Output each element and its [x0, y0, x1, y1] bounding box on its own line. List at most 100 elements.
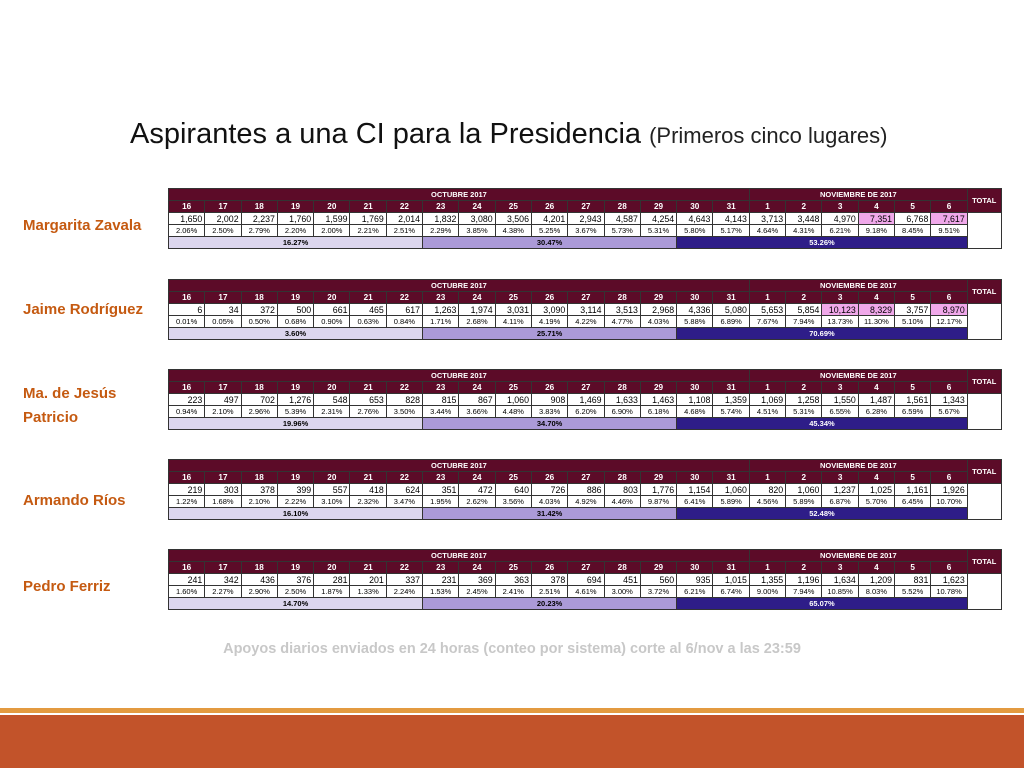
day-header: 16	[167, 291, 206, 304]
daily-pct-cell: 4.64%	[748, 224, 787, 237]
daily-count-cell: 399	[276, 483, 315, 496]
daily-pct-cell: 3.66%	[458, 405, 496, 418]
day-header: 5	[894, 381, 932, 394]
daily-pct-cell: 2.06%	[167, 224, 206, 237]
daily-count-cell: 1,196	[785, 573, 823, 586]
daily-pct-cell: 9.51%	[930, 224, 968, 237]
daily-pct-cell: 2.76%	[349, 405, 387, 418]
candidate-total: 80,087	[966, 212, 1002, 249]
footnote: Apoyos diarios enviados en 24 horas (con…	[223, 641, 801, 657]
day-header: 25	[494, 200, 532, 213]
daily-pct-cell: 3.00%	[603, 585, 641, 598]
daily-count-cell: 4,643	[676, 212, 714, 225]
day-header: 4	[857, 200, 896, 213]
day-header: 20	[313, 291, 351, 304]
day-header: 3	[821, 291, 859, 304]
day-header: 5	[894, 291, 932, 304]
daily-count-cell: 661	[313, 303, 351, 316]
daily-pct-cell: 6.21%	[676, 585, 714, 598]
month-header-october: OCTUBRE 2017	[168, 459, 750, 472]
daily-pct-cell: 3.10%	[313, 495, 351, 508]
day-header: 2	[785, 471, 823, 484]
daily-count-cell: 6,768	[894, 212, 932, 225]
daily-pct-cell: 3.47%	[385, 495, 424, 508]
daily-count-cell: 6	[167, 303, 206, 316]
day-header: 31	[712, 381, 750, 394]
day-header: 30	[676, 381, 714, 394]
daily-pct-cell: 6.74%	[712, 585, 750, 598]
day-header: 31	[712, 561, 750, 574]
day-header: 3	[821, 381, 859, 394]
daily-count-cell: 867	[458, 393, 496, 406]
daily-count-cell: 378	[240, 483, 278, 496]
daily-pct-cell: 2.90%	[240, 585, 278, 598]
daily-count-cell: 1,776	[639, 483, 678, 496]
daily-pct-cell: 2.32%	[349, 495, 387, 508]
daily-pct-cell: 3.67%	[567, 224, 605, 237]
day-header: 18	[240, 471, 278, 484]
day-header: 26	[530, 561, 569, 574]
daily-count-cell: 2,002	[204, 212, 242, 225]
day-header: 5	[894, 200, 932, 213]
daily-pct-cell: 2.27%	[204, 585, 242, 598]
daily-count-cell: 726	[530, 483, 569, 496]
daily-count-cell: 2,968	[639, 303, 678, 316]
daily-pct-cell: 5.17%	[712, 224, 750, 237]
candidate-name: Pedro Ferriz	[23, 578, 111, 595]
daily-count-cell: 4,254	[639, 212, 678, 225]
daily-count-cell: 241	[167, 573, 206, 586]
period-share-oct30-nov6: 45.34%	[676, 417, 968, 430]
daily-count-cell: 1,209	[857, 573, 896, 586]
daily-count-cell: 219	[167, 483, 206, 496]
daily-count-cell: 10,123	[821, 303, 859, 316]
daily-count-cell: 617	[385, 303, 424, 316]
day-header: 19	[276, 291, 315, 304]
month-header-november: NOVIEMBRE DE 2017	[748, 459, 968, 472]
day-header: 21	[349, 291, 387, 304]
daily-count-cell: 1,463	[639, 393, 678, 406]
daily-count-cell: 935	[676, 573, 714, 586]
daily-pct-cell: 12.17%	[930, 315, 968, 328]
day-header: 16	[167, 381, 206, 394]
daily-pct-cell: 4.11%	[494, 315, 532, 328]
day-header: 27	[567, 381, 605, 394]
daily-count-cell: 1,015	[712, 573, 750, 586]
daily-pct-cell: 5.31%	[785, 405, 823, 418]
month-header-october: OCTUBRE 2017	[168, 549, 750, 562]
candidate-table: OCTUBRE 2017 NOVIEMBRE DE 2017 TOTAL 16 17 18…	[167, 459, 1002, 520]
day-header: 26	[530, 291, 569, 304]
daily-pct-cell: 1.95%	[422, 495, 460, 508]
day-header: 26	[530, 200, 569, 213]
month-header-november: NOVIEMBRE DE 2017	[748, 279, 968, 292]
daily-count-cell: 4,143	[712, 212, 750, 225]
daily-count-cell: 436	[240, 573, 278, 586]
daily-count-cell: 1,154	[676, 483, 714, 496]
daily-pct-cell: 4.68%	[676, 405, 714, 418]
daily-count-cell: 497	[204, 393, 242, 406]
day-header: 22	[385, 561, 424, 574]
daily-pct-cell: 0.01%	[167, 315, 206, 328]
candidate-table: OCTUBRE 2017 NOVIEMBRE DE 2017 TOTAL 16 17 18…	[167, 279, 1002, 340]
daily-pct-cell: 3.85%	[458, 224, 496, 237]
daily-count-cell: 1,263	[422, 303, 460, 316]
daily-count-cell: 1,550	[821, 393, 859, 406]
daily-pct-cell: 2.68%	[458, 315, 496, 328]
daily-pct-cell: 6.41%	[676, 495, 714, 508]
daily-count-cell: 3,448	[785, 212, 823, 225]
title-main: Aspirantes a una CI para la Presidencia	[130, 118, 642, 150]
daily-count-cell: 694	[567, 573, 605, 586]
daily-pct-cell: 2.20%	[276, 224, 315, 237]
daily-pct-cell: 6.90%	[603, 405, 641, 418]
daily-count-cell: 5,653	[748, 303, 787, 316]
daily-count-cell: 8,329	[857, 303, 896, 316]
daily-count-cell: 820	[748, 483, 787, 496]
daily-pct-cell: 8.45%	[894, 224, 932, 237]
daily-pct-cell: 5.67%	[930, 405, 968, 418]
day-header: 30	[676, 291, 714, 304]
daily-count-cell: 1,974	[458, 303, 496, 316]
daily-pct-cell: 2.24%	[385, 585, 424, 598]
daily-count-cell: 1,561	[894, 393, 932, 406]
daily-count-cell: 1,237	[821, 483, 859, 496]
daily-count-cell: 4,587	[603, 212, 641, 225]
candidate-total: 17,995	[966, 483, 1002, 520]
